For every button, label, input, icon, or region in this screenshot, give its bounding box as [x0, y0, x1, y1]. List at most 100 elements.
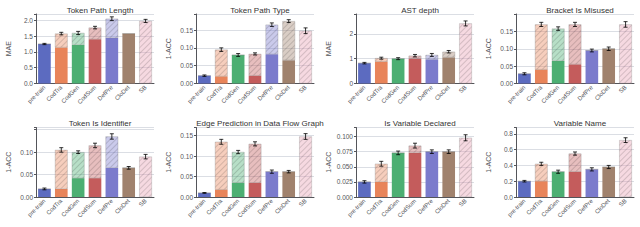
svg-text:CodGen: CodGen	[220, 197, 241, 218]
svg-text:CodGen: CodGen	[220, 84, 241, 105]
svg-text:Edge Prediction in Data Flow G: Edge Prediction in Data Flow Graph	[196, 119, 324, 128]
svg-text:CodGen: CodGen	[540, 84, 561, 105]
svg-text:0.10: 0.10	[500, 45, 513, 52]
svg-text:0.10: 0.10	[180, 153, 193, 160]
svg-text:0.6: 0.6	[504, 146, 513, 153]
svg-text:pre-train: pre-train	[187, 198, 207, 218]
svg-text:MAE: MAE	[325, 41, 332, 57]
svg-text:DefPre: DefPre	[417, 84, 435, 102]
svg-text:DefPre: DefPre	[417, 197, 435, 215]
svg-text:pre-train: pre-train	[347, 84, 367, 104]
svg-text:pre-train: pre-train	[187, 84, 207, 104]
svg-text:0.00: 0.00	[20, 194, 33, 201]
svg-text:2.0: 2.0	[24, 17, 33, 24]
svg-text:0.00: 0.00	[500, 80, 513, 87]
svg-text:CodGen: CodGen	[60, 197, 81, 218]
svg-text:1-ACC: 1-ACC	[165, 38, 172, 59]
svg-text:0.050: 0.050	[337, 163, 354, 170]
svg-text:CodSum: CodSum	[396, 84, 417, 105]
svg-text:CloDet: CloDet	[434, 198, 451, 215]
svg-text:1.0: 1.0	[24, 48, 33, 55]
svg-text:pre-train: pre-train	[507, 198, 527, 218]
svg-text:SB: SB	[138, 198, 148, 208]
svg-text:CodSum: CodSum	[76, 84, 97, 105]
svg-text:CloDet: CloDet	[114, 84, 131, 101]
svg-text:0.2: 0.2	[504, 178, 513, 185]
svg-text:0.15: 0.15	[180, 27, 193, 34]
svg-text:DefPre: DefPre	[97, 84, 115, 102]
svg-text:0.0: 0.0	[24, 80, 33, 87]
svg-text:1-ACC: 1-ACC	[325, 152, 332, 173]
svg-text:pre-train: pre-train	[347, 198, 367, 218]
svg-text:0.0: 0.0	[504, 194, 513, 201]
svg-text:DefPre: DefPre	[257, 84, 275, 102]
svg-text:1-ACC: 1-ACC	[485, 152, 492, 173]
svg-text:0.05: 0.05	[500, 63, 513, 70]
svg-text:0.000: 0.000	[337, 194, 354, 201]
svg-text:0: 0	[349, 80, 353, 87]
svg-text:SB: SB	[138, 84, 148, 94]
svg-text:pre-train: pre-train	[27, 198, 47, 218]
svg-text:0.5: 0.5	[24, 64, 33, 71]
svg-text:SB: SB	[298, 198, 308, 208]
svg-text:SB: SB	[458, 198, 468, 208]
svg-text:0.025: 0.025	[337, 178, 354, 185]
svg-text:Token Is Identifier: Token Is Identifier	[69, 119, 132, 128]
svg-text:CodSum: CodSum	[236, 198, 257, 219]
svg-text:0.100: 0.100	[337, 133, 354, 140]
svg-text:SB: SB	[458, 84, 468, 94]
svg-text:0.10: 0.10	[20, 149, 33, 156]
svg-text:CodGen: CodGen	[380, 84, 401, 105]
svg-text:0.075: 0.075	[337, 148, 354, 155]
svg-text:1-ACC: 1-ACC	[5, 152, 12, 173]
svg-text:0.10: 0.10	[180, 44, 193, 51]
svg-text:1.5: 1.5	[24, 33, 33, 40]
svg-text:CodGen: CodGen	[380, 197, 401, 218]
svg-text:DefPre: DefPre	[577, 84, 595, 102]
svg-text:Is Variable Declared: Is Variable Declared	[384, 119, 455, 128]
svg-text:1: 1	[349, 55, 353, 62]
svg-text:1-ACC: 1-ACC	[485, 38, 492, 59]
svg-text:CloDet: CloDet	[594, 84, 611, 101]
svg-text:CodSum: CodSum	[556, 198, 577, 219]
svg-text:0.15: 0.15	[180, 132, 193, 139]
svg-text:DefPre: DefPre	[577, 197, 595, 215]
svg-text:CodSum: CodSum	[396, 198, 417, 219]
svg-text:0.8: 0.8	[504, 130, 513, 137]
svg-text:CloDet: CloDet	[114, 198, 131, 215]
svg-text:Variable Name: Variable Name	[554, 119, 607, 128]
svg-text:CodGen: CodGen	[60, 84, 81, 105]
svg-text:0.15: 0.15	[500, 28, 513, 35]
svg-text:AST depth: AST depth	[401, 6, 439, 15]
svg-text:SB: SB	[618, 198, 628, 208]
svg-text:CodSum: CodSum	[76, 198, 97, 219]
svg-text:CodSum: CodSum	[556, 84, 577, 105]
svg-text:CodGen: CodGen	[540, 197, 561, 218]
svg-text:MAE: MAE	[5, 41, 12, 57]
svg-text:CloDet: CloDet	[274, 198, 291, 215]
svg-text:Token Path Length: Token Path Length	[67, 6, 134, 15]
svg-text:0.05: 0.05	[180, 173, 193, 180]
svg-text:CloDet: CloDet	[274, 84, 291, 101]
svg-text:pre-train: pre-train	[27, 84, 47, 104]
svg-text:0.4: 0.4	[504, 162, 513, 169]
svg-text:CodTra: CodTra	[365, 84, 384, 103]
svg-text:0.00: 0.00	[180, 80, 193, 87]
svg-text:2: 2	[349, 30, 353, 37]
svg-text:SB: SB	[298, 84, 308, 94]
svg-text:CodSum: CodSum	[236, 84, 257, 105]
svg-text:0.05: 0.05	[20, 171, 33, 178]
svg-text:CloDet: CloDet	[434, 84, 451, 101]
svg-text:pre-train: pre-train	[507, 84, 527, 104]
svg-text:1-ACC: 1-ACC	[165, 152, 172, 173]
svg-text:SB: SB	[618, 84, 628, 94]
svg-text:DefPre: DefPre	[257, 197, 275, 215]
svg-text:CodTra: CodTra	[205, 84, 224, 103]
svg-text:DefPre: DefPre	[97, 197, 115, 215]
svg-text:Bracket Is Misused: Bracket Is Misused	[546, 6, 614, 15]
svg-text:CloDet: CloDet	[594, 198, 611, 215]
svg-text:CodTra: CodTra	[45, 84, 64, 103]
svg-text:0.00: 0.00	[180, 194, 193, 201]
svg-text:Token Path Type: Token Path Type	[230, 6, 290, 15]
svg-text:0.05: 0.05	[180, 62, 193, 69]
